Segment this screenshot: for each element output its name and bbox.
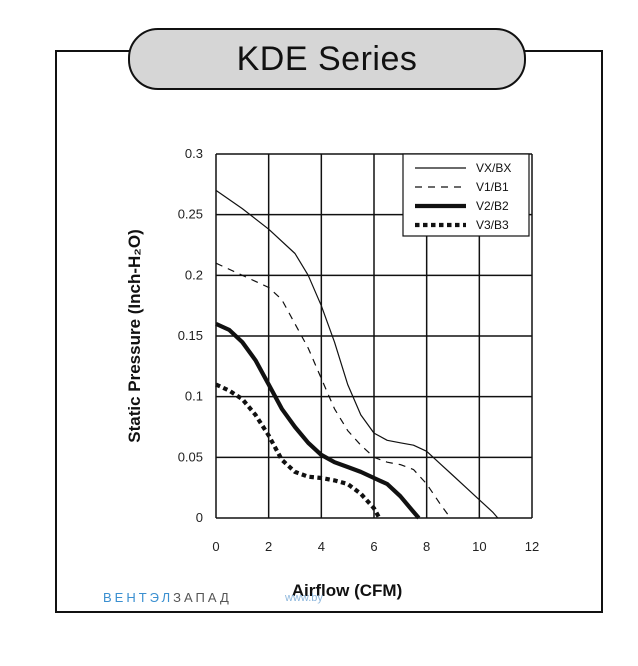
series-line-1: [215, 189, 499, 519]
series-line-3: [215, 321, 421, 520]
x-axis-label: Airflow (CFM): [292, 581, 402, 600]
x-tick-label: 10: [472, 539, 486, 554]
x-tick-label: 4: [318, 539, 325, 554]
watermark-logo: ВЕНТЭЛЗАПАД: [103, 590, 232, 605]
series-line-2: [215, 262, 451, 519]
x-tick-label: 8: [423, 539, 430, 554]
x-tick-label: 12: [525, 539, 539, 554]
watermark-part2: ЗАПАД: [173, 590, 232, 605]
legend-label: V3/B3: [476, 218, 509, 232]
x-tick-label: 2: [265, 539, 272, 554]
watermark-part1: ВЕНТЭЛ: [103, 590, 174, 605]
y-tick-label: 0.05: [178, 449, 203, 464]
series-line-4: [215, 382, 382, 520]
legend-label: V1/B1: [476, 180, 509, 194]
y-tick-label: 0.1: [185, 389, 203, 404]
y-tick-label: 0.2: [185, 267, 203, 282]
y-tick-label: 0.25: [178, 207, 203, 222]
y-tick-label: 0.3: [185, 146, 203, 161]
x-tick-label: 0: [212, 539, 219, 554]
x-tick-label: 6: [370, 539, 377, 554]
y-tick-label: 0.15: [178, 328, 203, 343]
watermark-url: www.by: [285, 592, 323, 604]
y-axis-label: Static Pressure (Inch-H₂O): [125, 229, 144, 443]
chart-title: KDE Series: [236, 39, 418, 78]
title-banner: KDE Series: [128, 28, 526, 90]
y-tick-label: 0: [196, 510, 203, 525]
legend-label: VX/BX: [476, 161, 511, 175]
legend-label: V2/B2: [476, 199, 509, 213]
